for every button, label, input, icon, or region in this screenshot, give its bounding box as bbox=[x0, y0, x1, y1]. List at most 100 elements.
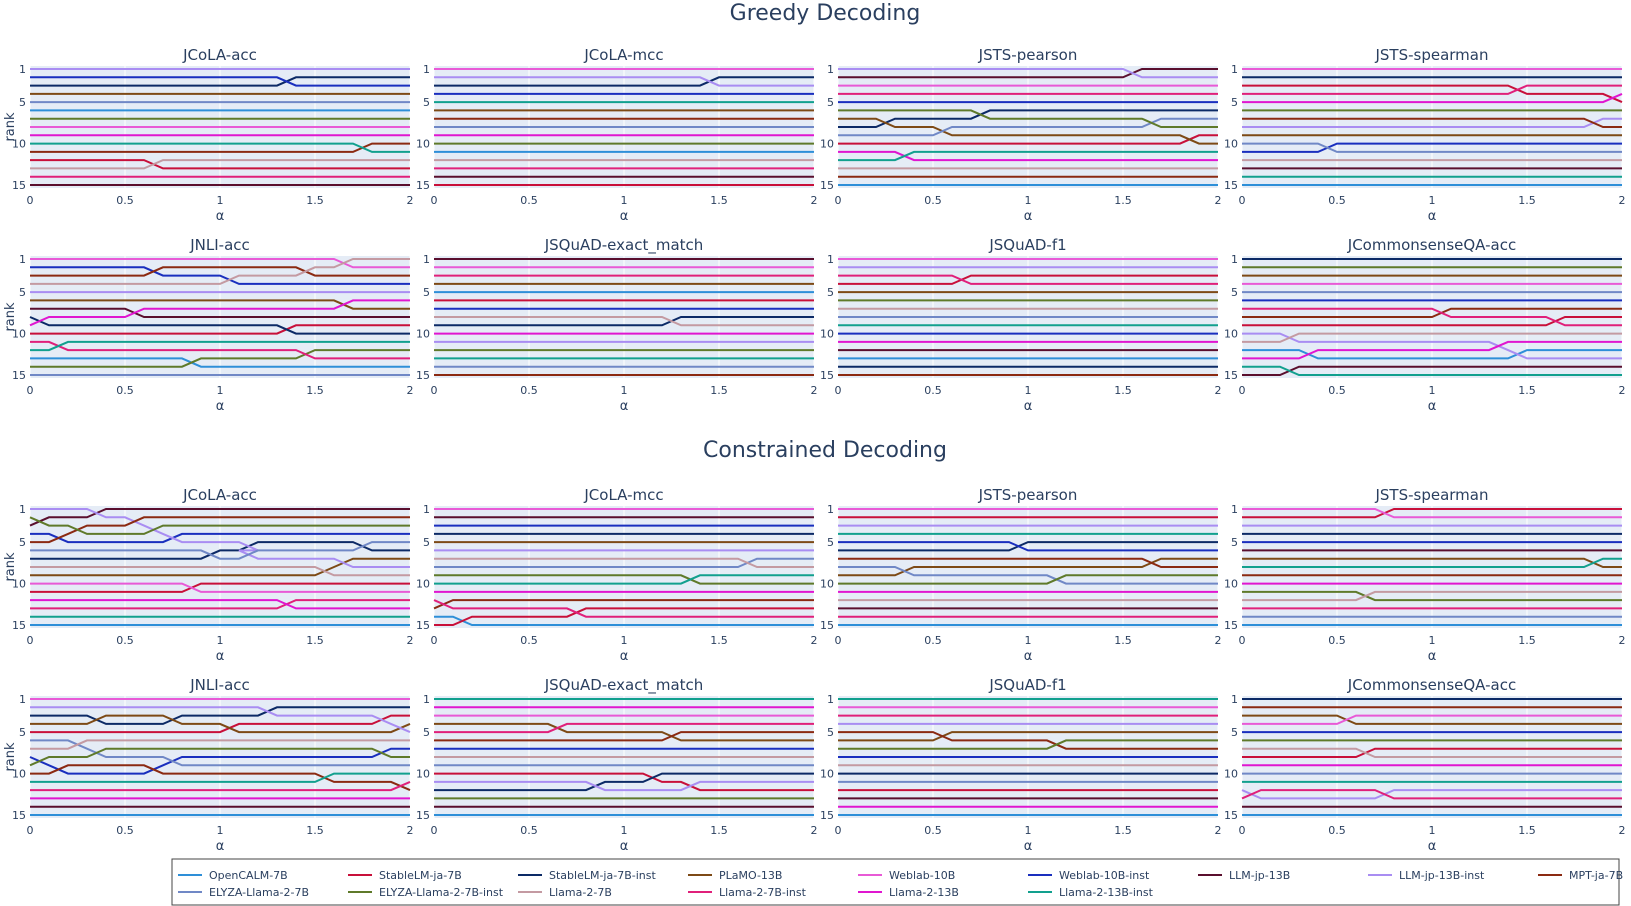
x-tick-label: 1.5 bbox=[1518, 824, 1536, 837]
x-tick-label: 2 bbox=[1215, 634, 1222, 647]
series-line-weblab-10b-inst bbox=[29, 747, 410, 775]
y-tick-label: 10 bbox=[416, 768, 430, 781]
legend-item[interactable]: StableLM-ja-7B-inst bbox=[518, 869, 656, 882]
y-tick-label: 5 bbox=[19, 96, 26, 109]
y-tick-label: 10 bbox=[1224, 768, 1238, 781]
x-axis-label: α bbox=[1428, 399, 1437, 414]
series-lines bbox=[1242, 508, 1622, 626]
y-tick-label: 10 bbox=[820, 138, 834, 151]
y-tick-label: 10 bbox=[12, 768, 26, 781]
x-axis-label: α bbox=[216, 839, 225, 854]
x-tick-label: 0 bbox=[835, 634, 842, 647]
series-line-llama-2-7b-inst bbox=[1242, 307, 1622, 327]
series-line-llama-2-13b-inst bbox=[838, 150, 1218, 162]
legend-item[interactable]: Weblab-10B-inst bbox=[1028, 869, 1150, 882]
series-line-stablelm-ja-7b bbox=[30, 714, 410, 734]
y-tick-label: 15 bbox=[1224, 809, 1238, 822]
y-axis-label: rank bbox=[3, 742, 18, 772]
x-axis-label: α bbox=[216, 399, 225, 414]
y-tick-label: 15 bbox=[1224, 619, 1238, 632]
x-tick-label: 1 bbox=[621, 634, 628, 647]
x-tick-label: 1.5 bbox=[1518, 194, 1536, 207]
series-line-llama-2-13b bbox=[29, 299, 410, 327]
series-line-llama-2-13b-inst bbox=[30, 340, 410, 352]
series-line-weblab-10b-inst bbox=[30, 76, 410, 87]
x-tick-label: 0 bbox=[431, 194, 438, 207]
x-tick-label: 1 bbox=[1025, 194, 1032, 207]
x-tick-label: 0.5 bbox=[520, 194, 538, 207]
x-tick-label: 1.5 bbox=[1114, 824, 1132, 837]
series-line-stablelm-ja-7b bbox=[434, 607, 814, 626]
x-tick-label: 2 bbox=[1215, 194, 1222, 207]
x-tick-label: 0.5 bbox=[924, 634, 942, 647]
panel-title: JSQuAD-exact_match bbox=[544, 676, 704, 695]
series-line-llama-2-7b-inst bbox=[30, 340, 410, 360]
series-line-llama-2-7b-inst bbox=[433, 599, 814, 618]
legend-item[interactable]: Llama-2-13B bbox=[858, 886, 959, 899]
panel-title: JCoLA-acc bbox=[182, 46, 257, 64]
series-line-weblab-10b bbox=[30, 582, 410, 593]
legend-label: StableLM-ja-7B-inst bbox=[549, 869, 656, 882]
series-line-elyza-llama-2-7b-inst bbox=[30, 349, 410, 368]
x-tick-label: 1 bbox=[1429, 384, 1436, 397]
series-line-llama-2-7b bbox=[1242, 332, 1622, 343]
y-tick-label: 5 bbox=[19, 536, 26, 549]
y-tick-label: 15 bbox=[1224, 179, 1238, 192]
panel-title: JSQuAD-f1 bbox=[988, 676, 1066, 694]
legend-item[interactable]: PLaMO-13B bbox=[688, 869, 782, 882]
y-tick-label: 1 bbox=[423, 63, 430, 76]
y-tick-label: 5 bbox=[827, 286, 834, 299]
legend-item[interactable]: StableLM-ja-7B bbox=[348, 869, 462, 882]
legend-item[interactable]: OpenCALM-7B bbox=[178, 869, 288, 882]
y-tick-label: 15 bbox=[416, 809, 430, 822]
series-line-elyza-llama-2-7b bbox=[838, 566, 1218, 585]
y-tick-label: 5 bbox=[827, 96, 834, 109]
legend-label: MPT-ja-7B bbox=[1569, 869, 1623, 882]
x-tick-label: 2 bbox=[811, 384, 818, 397]
y-tick-label: 1 bbox=[1231, 253, 1238, 266]
y-tick-label: 1 bbox=[1231, 63, 1238, 76]
legend-item[interactable]: Llama-2-7B bbox=[518, 886, 612, 899]
series-lines bbox=[434, 68, 814, 186]
legend-item[interactable]: MPT-ja-7B bbox=[1538, 869, 1623, 882]
x-tick-label: 0.5 bbox=[1328, 194, 1346, 207]
legend-item[interactable]: ELYZA-Llama-2-7B-inst bbox=[348, 886, 504, 899]
series-line-elyza-llama-2-7b-inst bbox=[29, 747, 410, 767]
y-tick-label: 10 bbox=[1224, 578, 1238, 591]
panel-title: JSQuAD-exact_match bbox=[544, 236, 704, 255]
series-line-plamo-13b bbox=[838, 557, 1218, 577]
x-tick-label: 2 bbox=[1619, 194, 1626, 207]
legend-label: Llama-2-7B-inst bbox=[719, 886, 807, 899]
x-tick-label: 1.5 bbox=[1114, 634, 1132, 647]
x-tick-label: 2 bbox=[407, 194, 414, 207]
panel-title: JSTS-spearman bbox=[1374, 46, 1488, 64]
x-tick-label: 0 bbox=[835, 384, 842, 397]
legend-item[interactable]: LLM-jp-13B bbox=[1198, 869, 1290, 882]
y-tick-label: 5 bbox=[827, 726, 834, 739]
legend-item[interactable]: ELYZA-Llama-2-7B bbox=[178, 886, 309, 899]
x-tick-label: 0 bbox=[1239, 634, 1246, 647]
series-line-llama-2-7b bbox=[30, 159, 410, 170]
series-lines bbox=[1241, 698, 1622, 816]
y-tick-label: 15 bbox=[12, 179, 26, 192]
section-title-greedy: Greedy Decoding bbox=[730, 1, 921, 26]
legend-item[interactable]: Weblab-10B bbox=[858, 869, 955, 882]
legend-item[interactable]: LLM-jp-13B-inst bbox=[1368, 869, 1485, 882]
y-tick-label: 5 bbox=[1231, 286, 1238, 299]
legend-item[interactable]: Llama-2-13B-inst bbox=[1028, 886, 1154, 899]
series-line-mpt-ja-7b bbox=[838, 557, 1218, 568]
y-tick-label: 10 bbox=[416, 578, 430, 591]
legend-item[interactable]: Llama-2-7B-inst bbox=[688, 886, 807, 899]
y-tick-label: 1 bbox=[1231, 693, 1238, 706]
panel-title: JCoLA-mcc bbox=[583, 486, 663, 504]
panel-title: JCommonsenseQA-acc bbox=[1347, 676, 1516, 694]
series-line-llama-2-13b-inst bbox=[1242, 557, 1622, 568]
